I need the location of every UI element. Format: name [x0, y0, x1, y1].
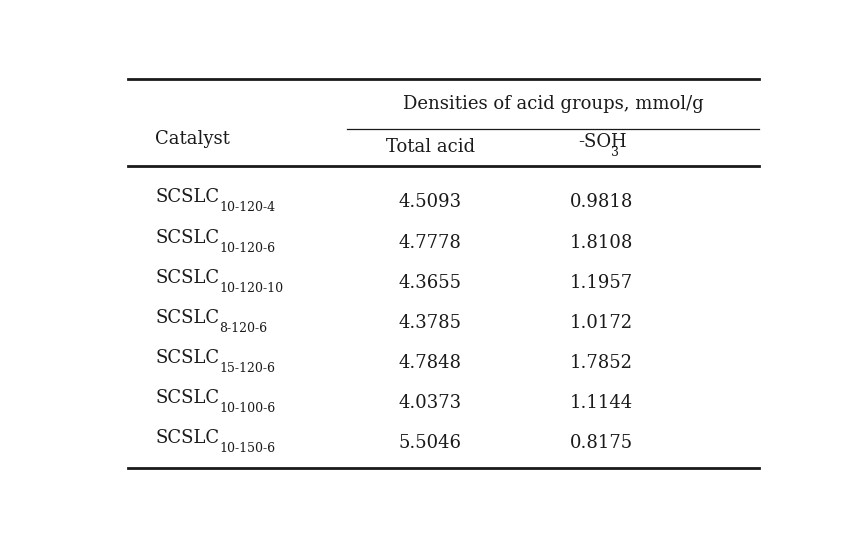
Text: H: H: [611, 133, 626, 151]
Text: 1.8108: 1.8108: [570, 234, 633, 251]
Text: SCSLC: SCSLC: [155, 430, 219, 447]
Text: 3: 3: [611, 146, 619, 159]
Text: 1.0172: 1.0172: [570, 314, 633, 332]
Text: SCSLC: SCSLC: [155, 268, 219, 287]
Text: 1.1144: 1.1144: [570, 394, 633, 412]
Text: 15-120-6: 15-120-6: [219, 362, 275, 375]
Text: 0.9818: 0.9818: [570, 193, 633, 212]
Text: 10-100-6: 10-100-6: [219, 402, 275, 415]
Text: SCSLC: SCSLC: [155, 389, 219, 407]
Text: Total acid: Total acid: [386, 138, 475, 156]
Text: 4.3785: 4.3785: [399, 314, 462, 332]
Text: SCSLC: SCSLC: [155, 349, 219, 367]
Text: 1.7852: 1.7852: [570, 354, 633, 372]
Text: 1.1957: 1.1957: [570, 274, 633, 292]
Text: 10-120-6: 10-120-6: [219, 242, 275, 255]
Text: 10-120-4: 10-120-4: [219, 201, 275, 214]
Text: SCSLC: SCSLC: [155, 309, 219, 327]
Text: 4.7848: 4.7848: [399, 354, 462, 372]
Text: 5.5046: 5.5046: [399, 434, 462, 452]
Text: Catalyst: Catalyst: [155, 130, 230, 148]
Text: 4.0373: 4.0373: [399, 394, 462, 412]
Text: 10-120-10: 10-120-10: [219, 282, 283, 295]
Text: SCSLC: SCSLC: [155, 229, 219, 246]
Text: 4.5093: 4.5093: [399, 193, 462, 212]
Text: 4.3655: 4.3655: [399, 274, 462, 292]
Text: -SO: -SO: [578, 133, 611, 151]
Text: 10-150-6: 10-150-6: [219, 442, 275, 455]
Text: Densities of acid groups, mmol/g: Densities of acid groups, mmol/g: [403, 95, 703, 113]
Text: SCSLC: SCSLC: [155, 188, 219, 206]
Text: 4.7778: 4.7778: [399, 234, 462, 251]
Text: 0.8175: 0.8175: [570, 434, 633, 452]
Text: 8-120-6: 8-120-6: [219, 322, 268, 335]
